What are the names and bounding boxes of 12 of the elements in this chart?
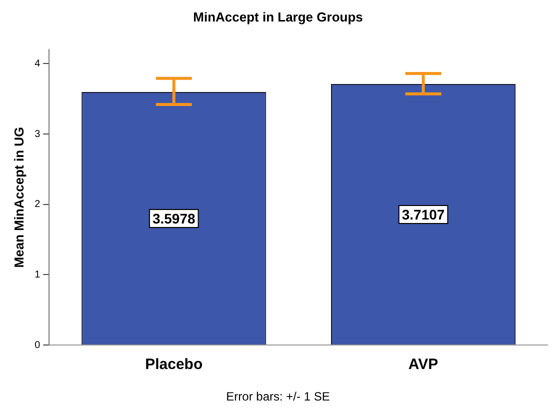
y-tick-label: 2 xyxy=(34,199,41,210)
y-tick-label: 1 xyxy=(34,269,41,280)
x-tick-label: Placebo xyxy=(145,356,203,374)
y-axis-title: Mean MinAccept in UG xyxy=(11,126,26,268)
y-tick-label: 4 xyxy=(34,58,41,70)
y-tick-label: 0 xyxy=(34,340,41,351)
chart-title: MinAccept in Large Groups xyxy=(193,9,363,24)
x-tick-label: AVP xyxy=(408,356,438,374)
y-tick-label: 3 xyxy=(34,128,41,140)
data-label: 3.5978 xyxy=(152,210,196,226)
data-label: 3.7107 xyxy=(402,206,445,222)
text: Error bars: +/- 1 SE xyxy=(226,389,330,404)
